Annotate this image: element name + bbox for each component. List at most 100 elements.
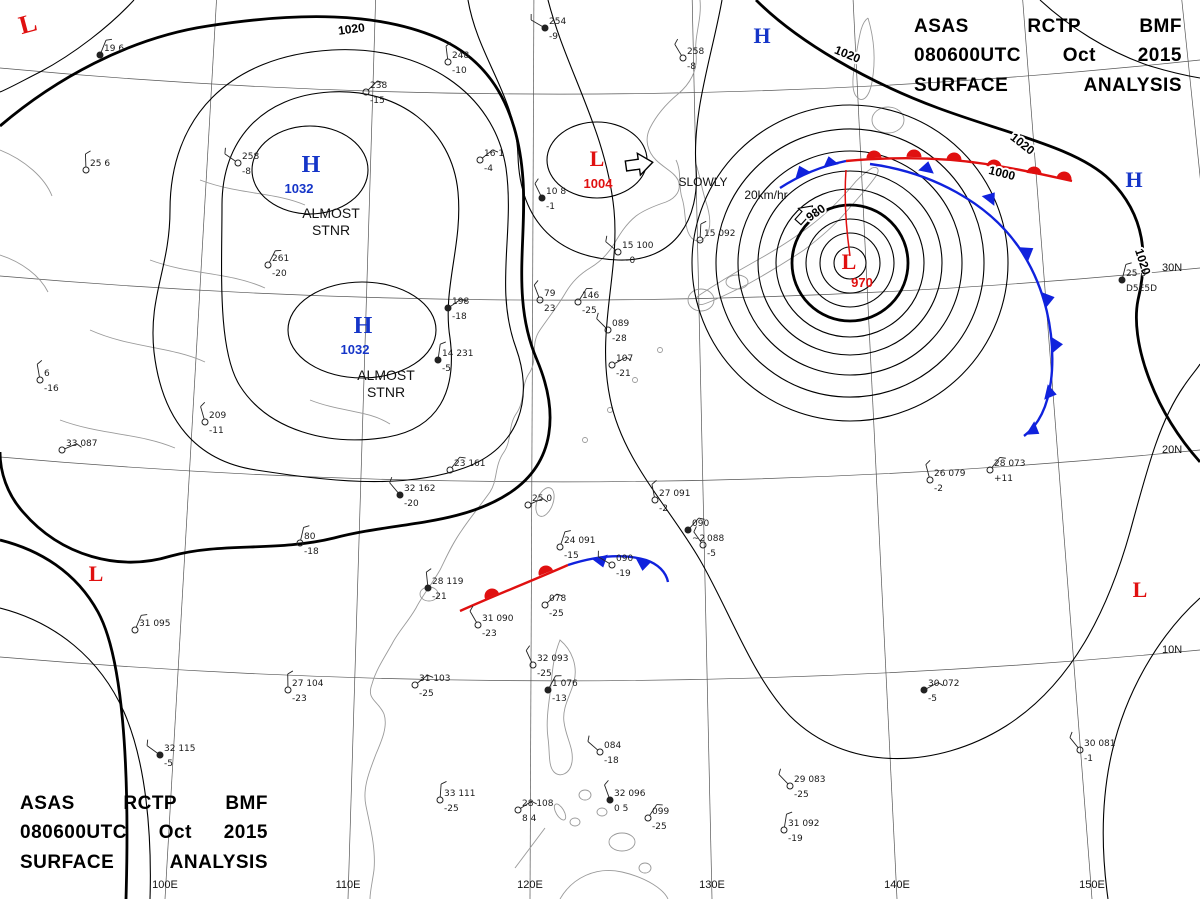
- svg-text:31 090: 31 090: [482, 614, 514, 624]
- cold-front-triangle: [981, 192, 995, 206]
- station-plot: 078 -25: [541, 593, 566, 619]
- stationary-front-warm-segment: [459, 563, 569, 613]
- svg-text:-16: -16: [44, 384, 59, 394]
- station-plot: 28 073 +11: [986, 456, 1026, 484]
- annotation-text: 20km/hr: [744, 188, 787, 202]
- meridian-130e: [691, 0, 713, 899]
- pressure-center: H: [753, 23, 770, 48]
- svg-text:209: 209: [209, 411, 226, 421]
- svg-text:254: 254: [549, 17, 566, 27]
- warm-front-semicircle: [946, 152, 962, 161]
- svg-text:-21: -21: [616, 369, 631, 379]
- pressure-center: L: [1133, 577, 1148, 602]
- svg-text:258: 258: [687, 47, 704, 57]
- svg-text:238: 238: [370, 81, 387, 91]
- svg-text:80: 80: [304, 532, 316, 542]
- station-plot: 32 093 -25: [525, 645, 569, 679]
- pressure-center-letter: H: [302, 152, 321, 178]
- svg-text:198: 198: [452, 297, 469, 307]
- warm-front-semicircle: [1056, 171, 1072, 181]
- title-line-3: SURFACE ANALYSIS: [20, 851, 268, 873]
- terrain-line: [0, 254, 49, 293]
- meridian-140e: [852, 0, 898, 899]
- station-plot: 33 111 -25: [436, 781, 476, 814]
- movement-arrows: [624, 151, 814, 226]
- svg-text:-9: -9: [549, 32, 558, 42]
- svg-text:-19: -19: [616, 569, 631, 579]
- svg-text:-23: -23: [482, 629, 497, 639]
- svg-text:25 8: 25 8: [1126, 269, 1146, 279]
- front-spiral-to-center: [844, 169, 851, 257]
- station-plot: 089 -28: [596, 312, 629, 344]
- station-plot: 31 092 -19: [780, 811, 820, 844]
- station-plot: 26 079 -2: [925, 459, 966, 494]
- station-plot: 258 -8: [224, 147, 259, 177]
- pressure-center-value: 1032: [341, 342, 370, 357]
- longitude-label: 150E: [1079, 879, 1105, 891]
- station-plot: 238 -15: [362, 80, 387, 106]
- station-plot: 10 8 -1: [534, 178, 566, 212]
- station-plot: 15 092: [696, 220, 736, 244]
- isobar-1020-east: [755, 0, 1200, 463]
- isobar-low970-r16: [833, 246, 867, 280]
- river-line: [89, 329, 206, 363]
- station-plot: 248 -10: [444, 42, 469, 76]
- station-plot: 258 -8: [674, 38, 704, 72]
- coastline-palawan: [553, 803, 567, 821]
- svg-text:-13: -13: [552, 694, 567, 704]
- warm-front-semicircle: [484, 588, 499, 599]
- svg-text:25 0: 25 0: [532, 494, 552, 504]
- svg-text:-25: -25: [652, 822, 667, 832]
- meridian-100e: [164, 0, 217, 899]
- svg-text:8 4: 8 4: [522, 814, 537, 824]
- river-line: [199, 179, 306, 206]
- svg-text:27 104: 27 104: [292, 679, 324, 689]
- title-line-2: 080600UTC Oct 2015: [914, 45, 1182, 67]
- coastline-mindanao: [608, 832, 636, 852]
- coastlines: [0, 0, 905, 899]
- svg-text:-11: -11: [209, 426, 224, 436]
- svg-text:~0: ~0: [622, 256, 636, 266]
- svg-text:248: 248: [452, 51, 469, 61]
- svg-text:15 100: 15 100: [622, 241, 654, 251]
- station-plot: 32 096 0 5: [604, 780, 646, 814]
- svg-text:25 6: 25 6: [90, 159, 110, 169]
- coastline-ryukyu-island: [582, 437, 588, 443]
- station-plot: 23 161: [446, 456, 486, 474]
- parallel-30n: [0, 267, 1200, 301]
- station-plot: 088 -5: [693, 526, 724, 559]
- isobar-low970-r74: [775, 188, 925, 338]
- warm-front-semicircle: [538, 565, 553, 576]
- svg-text:15 092: 15 092: [704, 229, 736, 239]
- coastline-shikoku: [725, 274, 749, 290]
- svg-text:-25: -25: [444, 804, 459, 814]
- meridian-120e: [529, 0, 535, 899]
- station-plot: 25 6: [82, 150, 110, 174]
- svg-text:32 096: 32 096: [614, 789, 646, 799]
- station-plot: 090~2: [684, 517, 709, 544]
- meridian-110e: [347, 0, 376, 899]
- coastline-kyushu: [687, 288, 715, 312]
- cold-front: [869, 161, 1063, 437]
- isobar-low970-r30: [819, 232, 881, 294]
- isobar-low970-r112: [737, 150, 963, 376]
- station-plot: 19 6: [96, 38, 124, 59]
- svg-text:-18: -18: [604, 756, 619, 766]
- pressure-center-letter: L: [590, 146, 605, 171]
- pressure-center-letter: L: [1133, 577, 1148, 602]
- station-plot: 27 104 -23: [284, 670, 324, 704]
- coastline-visayas: [596, 807, 608, 817]
- coastline-visayas: [578, 789, 592, 801]
- station-plot: 80 -18: [296, 525, 319, 557]
- station-plot: 25 8 D5E5D: [1118, 262, 1157, 294]
- longitude-label: 130E: [699, 879, 725, 891]
- svg-text:33 087: 33 087: [66, 439, 98, 449]
- svg-text:-5: -5: [164, 759, 173, 769]
- pressure-center: L: [89, 561, 104, 586]
- title-line-1: ASAS RCTP BMF: [914, 16, 1182, 37]
- title-block-top-right: ASAS RCTP BMF 080600UTC Oct 2015 SURFACE…: [914, 12, 1182, 100]
- svg-text:090: 090: [692, 519, 709, 529]
- warm-front-line: [845, 157, 1073, 183]
- longitude-label: 140E: [884, 879, 910, 891]
